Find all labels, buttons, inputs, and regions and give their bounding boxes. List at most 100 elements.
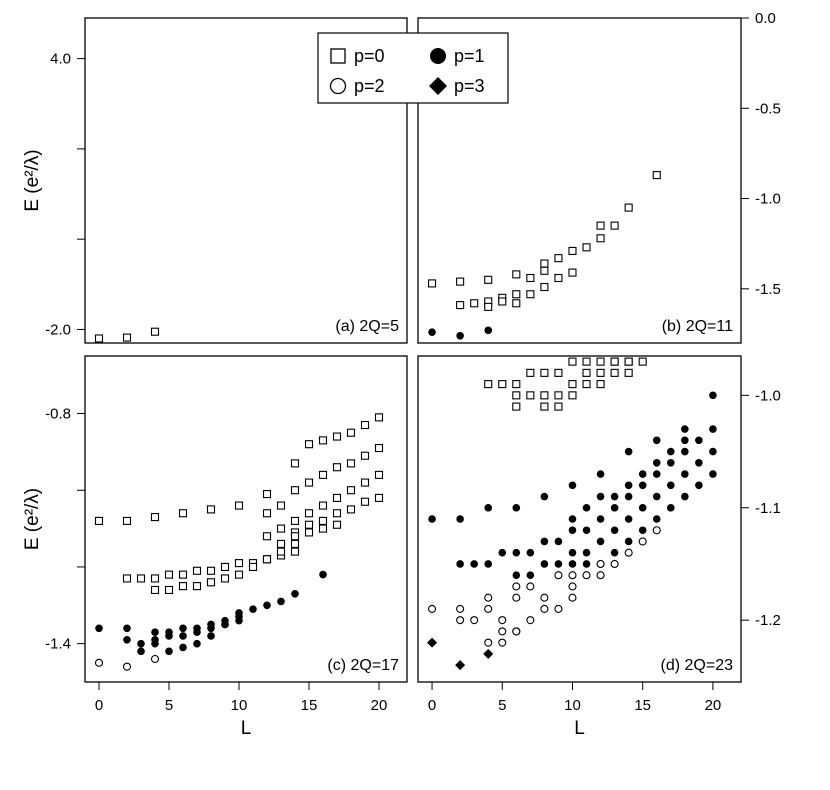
data-point-filled-circle (652, 492, 661, 501)
data-point-filled-circle (638, 470, 647, 478)
y-tick-label: -2.0 (45, 321, 71, 338)
data-point-square (596, 357, 605, 366)
data-point-filled-circle (681, 436, 689, 445)
data-point-square (206, 505, 216, 514)
data-point-square (568, 391, 577, 400)
data-point-square (234, 559, 244, 568)
data-point-square (276, 547, 286, 556)
data-point-square (568, 380, 577, 389)
data-point-filled-circle (709, 425, 717, 433)
data-point-filled-circle (568, 560, 577, 568)
data-point-square (122, 333, 132, 342)
data-point-filled-circle (582, 526, 591, 535)
data-point-square (512, 391, 521, 400)
y-tick-label: 0.0 (755, 10, 776, 27)
data-point-filled-circle (582, 560, 591, 568)
data-point-filled-circle (582, 548, 591, 557)
data-point-filled-circle (624, 515, 633, 523)
data-point-square (554, 368, 563, 377)
data-point-filled-circle (638, 526, 647, 535)
data-point-filled-circle (652, 470, 661, 478)
x-tick-label: 0 (95, 697, 103, 714)
data-point-open-circle (498, 638, 507, 647)
data-point-square (346, 505, 356, 514)
data-point-square (512, 270, 521, 279)
data-point-filled-circle (319, 570, 327, 579)
legend: p=0 p=1 p=2 p=3 (317, 32, 509, 104)
data-point-filled-circle (151, 628, 159, 636)
data-point-square (192, 566, 202, 575)
data-point-filled-circle (193, 639, 201, 648)
data-point-square (94, 516, 104, 525)
data-point-open-circle (568, 582, 577, 591)
data-point-square (178, 570, 188, 579)
data-point-filled-circle (263, 601, 271, 610)
data-point-square (262, 555, 272, 564)
data-point-filled-circle (568, 481, 577, 490)
data-point-square (360, 497, 370, 506)
data-point-square (624, 368, 633, 377)
data-point-square (540, 259, 549, 268)
data-point-filled-circle (610, 503, 619, 512)
data-point-square (290, 532, 300, 541)
data-point-filled-circle (95, 624, 103, 633)
legend-marker-square (330, 48, 346, 64)
data-point-square (150, 327, 160, 336)
data-point-filled-circle (526, 571, 535, 580)
data-point-open-circle (596, 571, 605, 580)
data-point-square (318, 516, 328, 525)
data-point-square (526, 391, 535, 400)
data-point-square (610, 221, 619, 230)
data-point-square (484, 302, 493, 311)
data-point-square (346, 428, 356, 437)
data-point-square (554, 254, 563, 263)
data-point-square (304, 509, 314, 518)
data-point-square (122, 516, 132, 525)
data-point-open-circle (554, 604, 563, 613)
data-point-square (318, 436, 328, 445)
data-point-open-circle (150, 654, 160, 664)
data-point-square (540, 368, 549, 377)
data-point-open-circle (540, 604, 549, 613)
data-point-filled-circle (512, 548, 521, 557)
data-point-filled-circle (709, 391, 717, 400)
y-tick-label: -1.5 (755, 281, 781, 298)
data-point-filled-circle (484, 503, 493, 512)
y-tick-label: -1.4 (45, 636, 71, 653)
data-point-square (234, 570, 244, 579)
data-point-square (540, 282, 549, 292)
data-point-filled-circle (652, 515, 661, 523)
data-point-square (624, 357, 633, 366)
data-point-filled-circle (137, 647, 145, 656)
data-point-square (554, 402, 563, 411)
data-point-square (582, 380, 591, 389)
data-point-filled-circle (540, 492, 549, 501)
data-point-open-circle (484, 604, 493, 613)
data-point-square (596, 368, 605, 377)
data-point-filled-circle (123, 624, 131, 633)
data-point-square (526, 368, 535, 377)
data-point-square (638, 357, 647, 366)
data-point-filled-circle (709, 447, 717, 456)
data-point-open-circle (456, 604, 465, 613)
data-point-square (596, 234, 605, 243)
data-point-open-circle (596, 559, 605, 569)
legend-label: p=0 (354, 46, 385, 66)
data-point-filled-circle (179, 624, 187, 633)
data-point-square (234, 501, 244, 510)
data-point-open-circle (610, 559, 619, 569)
y-tick-label: -1.0 (755, 191, 781, 208)
data-point-square (304, 478, 314, 487)
data-point-square (554, 391, 563, 400)
data-point-square (220, 574, 230, 583)
x-tick-label: 10 (564, 697, 581, 714)
data-point-filled-circle (666, 447, 675, 456)
data-point-square (304, 528, 314, 537)
data-point-square (554, 273, 563, 283)
data-point-square (332, 463, 342, 472)
panel-frame (417, 355, 742, 683)
data-point-filled-circle (582, 503, 591, 512)
data-point-square (332, 520, 342, 529)
data-point-square (498, 297, 507, 306)
